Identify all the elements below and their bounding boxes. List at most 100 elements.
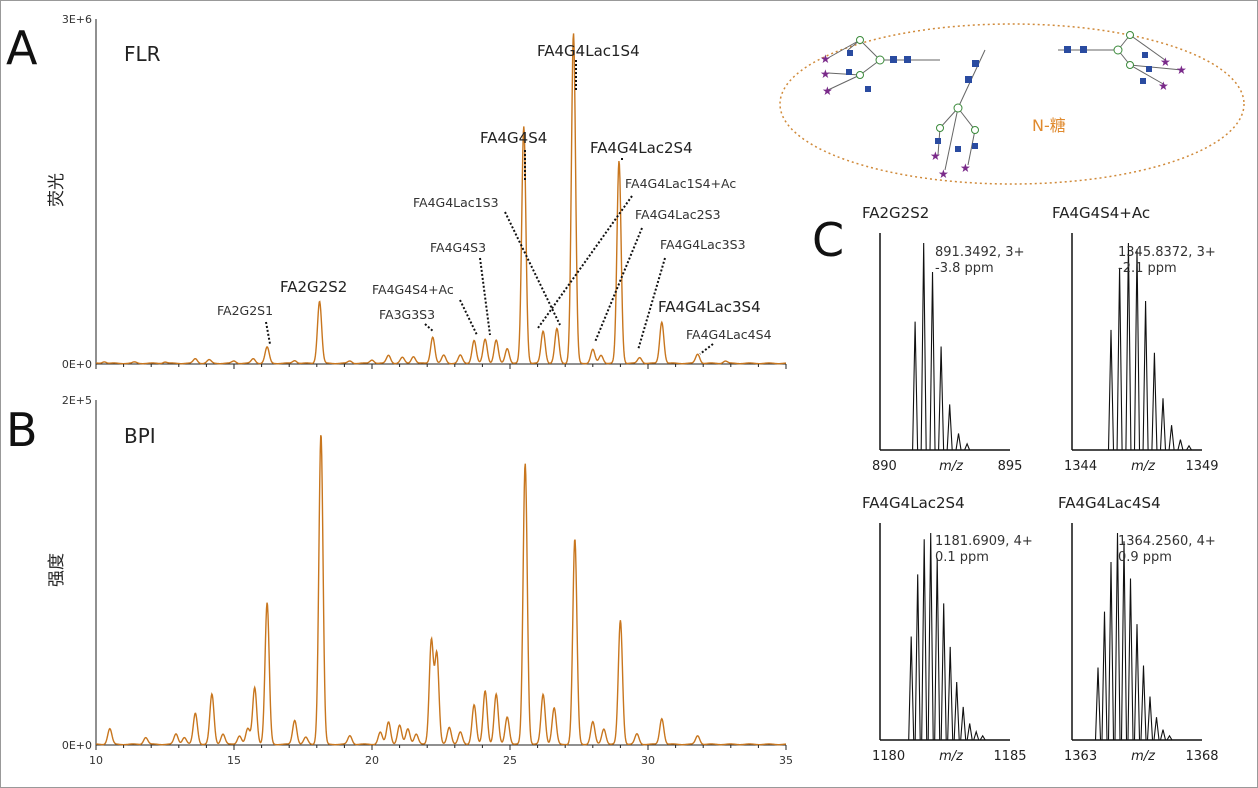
flr-trace-line xyxy=(95,33,787,365)
bpi-trace-line xyxy=(95,435,787,746)
spectrum-x-axis-label: m/z xyxy=(1131,749,1156,764)
isotope-peak xyxy=(966,723,973,741)
isotope-peak xyxy=(964,442,971,451)
isotope-peak xyxy=(929,271,936,451)
peak-label: FA3G3S3 xyxy=(379,307,435,322)
peak-label-leader xyxy=(537,195,633,329)
flr-chromatogram xyxy=(95,33,787,365)
panel-c-letter: C xyxy=(812,213,844,267)
peak-label: FA4G4S4+Ac xyxy=(372,282,454,297)
svg-text:★: ★ xyxy=(938,167,949,181)
spectrum-x-tick-min: 1363 xyxy=(1064,749,1097,764)
isotope-peak xyxy=(938,346,945,451)
panel-a-letter: A xyxy=(6,21,38,75)
peak-label-leader xyxy=(459,299,478,336)
spectrum-x-tick-max: 1185 xyxy=(993,749,1026,764)
isotope-peak xyxy=(1101,611,1108,741)
isotope-peak xyxy=(914,574,921,741)
peak-label: FA2G2S2 xyxy=(280,278,347,296)
isotope-peak xyxy=(927,532,934,741)
retention-time-axis-ticks: 10 15 20 25 30 35 xyxy=(89,364,793,767)
isotope-peak xyxy=(1177,439,1184,451)
spectrum-annotation: 0.1 ppm xyxy=(935,550,989,565)
isotope-peak xyxy=(1116,267,1123,451)
bpi-axes xyxy=(95,400,786,746)
isotope-peak xyxy=(1153,717,1160,741)
flr-title: FLR xyxy=(124,42,161,66)
isotope-peak xyxy=(921,539,928,741)
svg-text:★: ★ xyxy=(820,67,831,81)
flr-y-max: 3E+6 xyxy=(62,13,92,26)
isotope-peak xyxy=(1133,249,1141,451)
mass-spectrum-fa4g4lac2s4: FA4G4Lac2S4 1181.6909, 4+0.1 ppm 1180 1185 m… xyxy=(862,494,1033,764)
isotope-peak xyxy=(979,734,986,741)
spectrum-x-tick-max: 1349 xyxy=(1185,459,1218,474)
x-tick-label: 35 xyxy=(779,754,793,767)
bpi-y-max: 2E+5 xyxy=(62,394,92,407)
spectrum-x-tick-max: 895 xyxy=(998,459,1023,474)
isotope-peak xyxy=(1159,729,1167,741)
x-tick-label: 10 xyxy=(89,754,103,767)
spectrum-title: FA4G4Lac4S4 xyxy=(1058,494,1161,512)
peak-label: FA4G4Lac4S4 xyxy=(686,327,772,342)
isotope-peak xyxy=(1166,734,1173,741)
svg-text:★: ★ xyxy=(1158,79,1169,93)
isotope-peak xyxy=(946,404,953,451)
peak-label: FA4G4Lac3S4 xyxy=(658,298,761,316)
isotope-peak xyxy=(934,557,941,741)
peak-label: FA4G4Lac2S3 xyxy=(635,207,721,222)
peak-label: FA4G4S4 xyxy=(480,129,547,147)
isotope-peak xyxy=(912,321,919,451)
flr-axes xyxy=(95,19,786,365)
spectrum-annotation: 1181.6909, 4+ xyxy=(935,534,1033,549)
peak-label: FA4G4Lac3S3 xyxy=(660,237,746,252)
isotope-peak xyxy=(953,682,960,741)
peak-label-leader xyxy=(594,227,643,343)
isotope-peak xyxy=(1107,561,1115,741)
n-glycan-illustration: N-糖 ★ ★ ★ xyxy=(779,23,1245,185)
isotope-peak xyxy=(973,729,980,741)
peak-label: FA4G4Lac1S3 xyxy=(413,195,499,210)
isotope-peak xyxy=(1094,667,1102,741)
isotope-peak xyxy=(1114,532,1121,741)
spectrum-annotation: -2.1 ppm xyxy=(1118,261,1177,276)
peak-label-leader xyxy=(504,211,561,326)
spectrum-title: FA2G2S2 xyxy=(862,204,929,222)
isotope-peak xyxy=(1142,300,1149,451)
spectrum-x-tick-min: 890 xyxy=(872,459,897,474)
svg-text:★: ★ xyxy=(1160,55,1171,69)
isotope-peak xyxy=(908,636,915,741)
isotope-peak xyxy=(1125,242,1132,451)
panel-b-letter: B xyxy=(6,403,38,457)
x-tick-label: 15 xyxy=(227,754,241,767)
mass-spectrum-fa4g4s4-ac: FA4G4S4+Ac 1345.8372, 3+-2.1 ppm 1344 1349 m… xyxy=(1052,204,1219,474)
bpi-y-axis-label: 强度 xyxy=(47,553,67,587)
x-tick-label: 30 xyxy=(641,754,655,767)
spectrum-annotation: 891.3492, 3+ xyxy=(935,245,1024,260)
glycan-monosaccharides-right: ★ ★ ★ xyxy=(1064,31,1187,93)
bpi-title: BPI xyxy=(124,424,156,448)
spectrum-title: FA4G4S4+Ac xyxy=(1052,204,1150,222)
spectrum-annotation: 1364.2560, 4+ xyxy=(1118,534,1216,549)
isotope-peak xyxy=(960,706,967,741)
svg-text:★: ★ xyxy=(930,149,941,163)
spectrum-x-tick-min: 1344 xyxy=(1064,459,1097,474)
bpi-y-min: 0E+0 xyxy=(62,739,92,752)
isotope-peak xyxy=(1186,444,1192,451)
flr-y-min: 0E+0 xyxy=(62,358,92,371)
spectrum-x-tick-min: 1180 xyxy=(872,749,905,764)
isotope-peak xyxy=(920,242,927,451)
flr-peak-labels: FA4G4Lac1S4 FA4G4S4 FA4G4Lac2S4 FA4G4Lac1S4… xyxy=(217,42,772,355)
peak-label: FA4G4Lac2S4 xyxy=(590,139,693,157)
isotope-peak xyxy=(1107,329,1115,451)
isotope-peak xyxy=(1159,398,1167,451)
svg-text:★: ★ xyxy=(822,84,833,98)
flr-y-axis-label: 荧光 xyxy=(47,173,67,207)
bpi-chromatogram xyxy=(95,435,787,746)
spectrum-x-axis-label: m/z xyxy=(939,459,964,474)
isotope-peak xyxy=(1120,541,1128,741)
isotope-peak xyxy=(1127,578,1134,741)
x-tick-label: 20 xyxy=(365,754,379,767)
